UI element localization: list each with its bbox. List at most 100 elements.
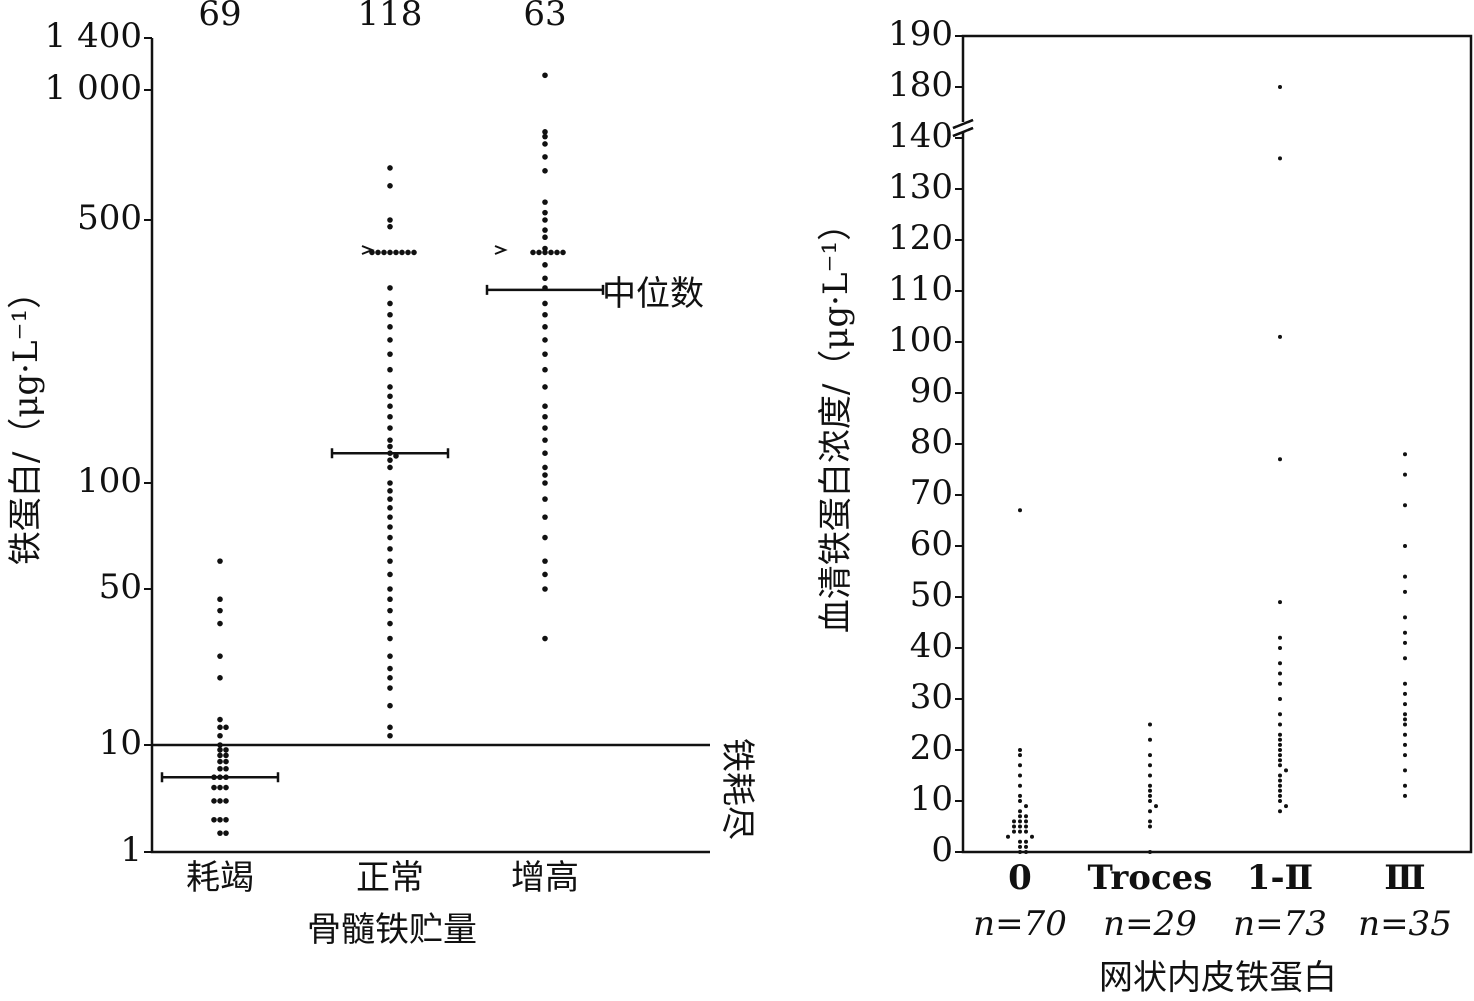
- y-tick-label: 10: [910, 779, 953, 819]
- data-dot: [223, 816, 229, 823]
- data-dot: [1148, 824, 1152, 829]
- data-dot: [387, 285, 393, 291]
- data-dot: [387, 403, 393, 409]
- data-dot: [542, 464, 548, 471]
- x-tick-label: Ⅲ: [1384, 858, 1425, 898]
- data-dot: [387, 351, 393, 357]
- median-bar: [485, 284, 605, 295]
- data-dot: [1018, 763, 1022, 768]
- data-dot: [1278, 712, 1282, 717]
- data-dot: [542, 167, 548, 174]
- data-dot: [217, 716, 223, 723]
- data-dot: [1278, 85, 1282, 89]
- data-dot: [1403, 742, 1407, 747]
- data-dot: [1278, 773, 1282, 778]
- data-dot: [542, 311, 548, 318]
- data-dot: [1024, 824, 1028, 829]
- y-tick-label: 110: [888, 269, 953, 309]
- right-frame: [961, 34, 1473, 854]
- data-dot: [1403, 615, 1407, 620]
- data-dot: [542, 300, 548, 307]
- data-dot: [211, 816, 217, 823]
- data-dot: [387, 324, 393, 330]
- data-dot: [1148, 783, 1152, 788]
- data-dot: [1148, 773, 1152, 778]
- x-tick-label: 1-Ⅱ: [1247, 858, 1313, 898]
- data-dot: [387, 311, 393, 318]
- data-dot: [1012, 829, 1016, 834]
- data-dot: [1018, 824, 1022, 829]
- data-dot: [387, 558, 393, 564]
- data-dot: [387, 464, 393, 471]
- data-dot: [217, 747, 223, 753]
- data-dot: [369, 249, 375, 256]
- data-dot: [542, 558, 548, 564]
- data-dot: [1148, 793, 1152, 798]
- data-dot: [542, 472, 548, 478]
- y-tick-label: 30: [910, 677, 953, 717]
- data-dot: [1284, 804, 1288, 809]
- data-dot: [1012, 824, 1016, 829]
- data-dot: [542, 217, 548, 223]
- data-dot: [1024, 844, 1028, 849]
- data-dot: [387, 586, 393, 592]
- data-dot: [1148, 809, 1152, 814]
- data-dot: [387, 524, 393, 530]
- data-dot: [387, 505, 393, 511]
- data-dot: [542, 141, 548, 147]
- data-dot: [1278, 635, 1282, 640]
- data-dot: [542, 437, 548, 443]
- data-dot: [1018, 799, 1022, 803]
- data-dot: [223, 784, 229, 791]
- data-dot: [1018, 753, 1022, 758]
- data-dot: [542, 534, 548, 541]
- data-dot: [542, 384, 548, 390]
- data-dot: [1148, 722, 1152, 727]
- data-dot: [387, 724, 393, 731]
- data-dot: [1403, 452, 1407, 457]
- y-tick-label: 90: [910, 371, 953, 411]
- data-dot: [223, 830, 229, 836]
- data-dot: [387, 337, 393, 343]
- data-dot: [1018, 850, 1022, 854]
- data-dot: [542, 154, 548, 160]
- data-dot: [387, 675, 393, 681]
- data-dot: [542, 366, 548, 373]
- data-dot: [1024, 829, 1028, 834]
- data-dot: [1278, 697, 1282, 701]
- data-dot: [223, 765, 229, 772]
- data-dot: [405, 249, 411, 256]
- data-dot: [387, 702, 393, 709]
- data-dot: [1018, 783, 1022, 788]
- data-dot: [1154, 804, 1158, 809]
- data-dot: [381, 249, 387, 256]
- y-tick-label: 1 400: [45, 16, 142, 56]
- data-dot: [1024, 819, 1028, 824]
- y-tick-label: 130: [888, 167, 953, 207]
- data-dot: [387, 534, 393, 541]
- data-dot: [387, 607, 393, 614]
- data-dot: [1403, 472, 1407, 477]
- data-dot: [217, 752, 223, 759]
- data-dot: [542, 496, 548, 502]
- data-dot: [387, 165, 393, 171]
- data-dot: [542, 262, 548, 268]
- data-dot: [1278, 737, 1282, 742]
- data-dot: [542, 351, 548, 357]
- data-dot: [542, 199, 548, 205]
- y-tick-label: 40: [910, 626, 953, 666]
- data-dot: [1403, 656, 1407, 661]
- data-dot: [1403, 503, 1407, 508]
- data-dot: [542, 133, 548, 140]
- data-dot: [399, 249, 405, 256]
- data-dot: [387, 653, 393, 659]
- data-dot: [542, 249, 548, 256]
- data-dot: [542, 72, 548, 79]
- data-dot: [1148, 753, 1152, 758]
- data-dot: [1403, 722, 1407, 727]
- x-tick-label: 耗竭: [186, 858, 254, 898]
- data-dot: [536, 249, 542, 256]
- data-dot: [1403, 691, 1407, 696]
- y-tick-label: 180: [888, 65, 953, 105]
